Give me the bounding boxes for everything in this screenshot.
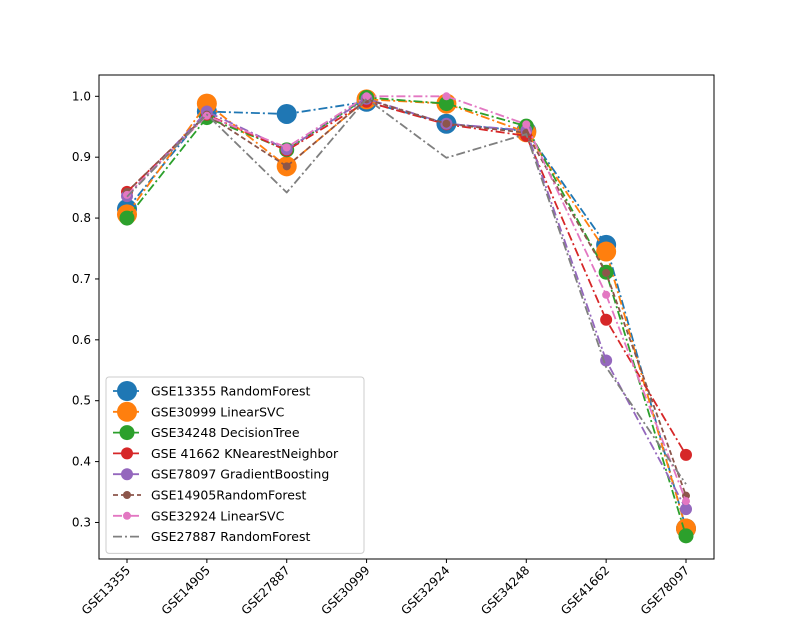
legend-label: GSE14905RandomForest (151, 488, 306, 503)
data-point (442, 92, 451, 101)
data-point (123, 190, 131, 199)
legend-marker (123, 511, 131, 520)
y-tick-label: 0.9 (72, 150, 91, 164)
legend-label: GSE27887 RandomForest (151, 529, 310, 544)
legend-box (105, 376, 365, 554)
plot-frame (98, 74, 715, 560)
legend-entry: GSE 41662 KNearestNeighbor (113, 446, 339, 461)
data-point (119, 210, 135, 226)
legend-entry: GSE78097 GradientBoosting (113, 467, 329, 482)
legend-marker (121, 468, 133, 481)
legend-marker (121, 447, 133, 460)
data-point (362, 92, 371, 101)
data-point (680, 448, 692, 461)
data-point (438, 96, 454, 112)
data-point (282, 162, 291, 171)
data-point (276, 103, 297, 124)
legend-entry: GSE13355 RandomForest (113, 381, 310, 401)
data-point (282, 143, 291, 152)
data-point (596, 241, 617, 262)
series-line (126, 100, 687, 529)
y-tick-label: 0.7 (72, 272, 91, 286)
legend-marker (117, 381, 137, 401)
y-tick-label: 0.8 (72, 211, 91, 225)
data-point (442, 119, 451, 128)
legend-label: GSE32924 LinearSVC (151, 508, 285, 523)
legend-label: GSE13355 RandomForest (151, 384, 310, 399)
data-point (682, 497, 690, 506)
data-point (678, 528, 694, 544)
series-gse27887-randomforest (126, 97, 687, 485)
legend-label: GSE34248 DecisionTree (151, 425, 300, 440)
legend-label: GSE 41662 KNearestNeighbor (151, 446, 339, 461)
legend-entry: GSE14905RandomForest (113, 488, 306, 503)
legend-marker (123, 491, 131, 499)
legend-label: GSE78097 GradientBoosting (151, 467, 329, 482)
legend-marker (117, 401, 137, 422)
series-line (126, 98, 687, 529)
series-layer (117, 89, 696, 544)
legend-entry: GSE32924 LinearSVC (113, 508, 285, 523)
data-point (602, 290, 611, 299)
y-tick-label: 0.5 (72, 394, 91, 408)
legend-entry: GSE27887 RandomForest (113, 529, 310, 544)
series-line (126, 96, 687, 537)
legend: GSE13355 RandomForest GSE30999 LinearSVC G… (105, 376, 365, 554)
legend-label: GSE30999 LinearSVC (151, 404, 285, 419)
data-point (522, 120, 531, 129)
data-point (600, 313, 613, 326)
y-tick-label: 0.4 (72, 455, 91, 469)
legend-entry: GSE30999 LinearSVC (113, 401, 285, 422)
data-point (680, 503, 692, 516)
series-line (126, 98, 687, 496)
series-line (126, 97, 687, 485)
data-point (602, 268, 611, 277)
y-tick-label: 0.6 (72, 333, 91, 347)
y-tick-label: 1.0 (72, 89, 91, 103)
series-gse32924-linearsvc (123, 92, 690, 506)
legend-marker (119, 425, 135, 441)
series-line (126, 95, 687, 502)
legend-entry: GSE34248 DecisionTree (113, 425, 300, 441)
y-tick-label: 0.3 (72, 515, 91, 529)
